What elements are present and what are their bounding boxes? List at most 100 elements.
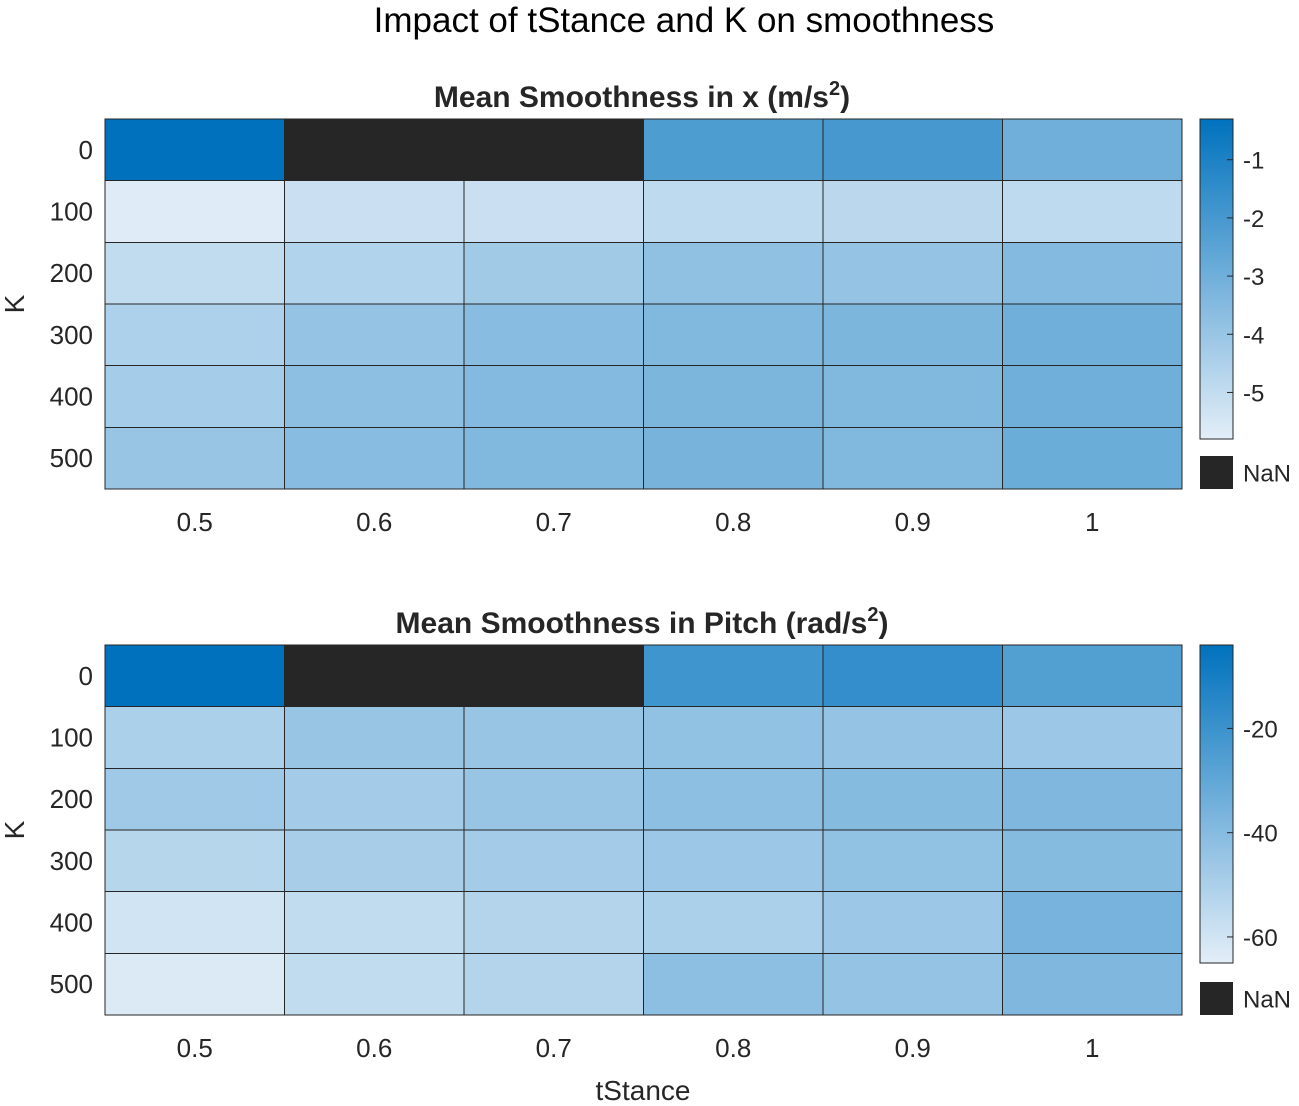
heatmap-cell [284, 365, 465, 428]
heatmap-cell [463, 426, 644, 490]
heatmap-cell [822, 644, 1003, 708]
heatmap-cell [822, 241, 1003, 305]
y-tick-label: 500 [50, 969, 93, 999]
x-axis-label-pitch: tStance [596, 1075, 691, 1106]
heatmap-cell [1002, 118, 1183, 182]
heatmap-cell [643, 767, 824, 831]
y-axis-label-x: K [0, 294, 30, 313]
x-tick-labels-pitch: 0.5 0.6 0.7 0.8 0.9 1 [177, 1033, 1100, 1063]
heatmap-cell [822, 426, 1003, 490]
heatmap-cell [822, 365, 1003, 428]
heatmap-cell [284, 644, 465, 708]
figure-title: Impact of tStance and K on smoothness [374, 1, 995, 40]
heatmap-cell [643, 241, 824, 305]
colorbar-tick-label: -60 [1243, 925, 1278, 952]
heatmap-cell [104, 365, 285, 428]
heatmap-cell [643, 365, 824, 428]
heatmap-cell [643, 426, 824, 490]
heatmap-cell [1002, 891, 1183, 954]
heatmap-cell [643, 644, 824, 708]
nan-label: NaN [1243, 987, 1291, 1014]
heatmap-cell [104, 303, 285, 367]
heatmap-cell [104, 767, 285, 831]
heatmap-cell [643, 303, 824, 367]
heatmap-cell [284, 891, 465, 954]
panel-title-pitch-superscript: 2 [867, 604, 878, 626]
heatmap-cell [643, 952, 824, 1016]
heatmap-cell [463, 706, 644, 769]
heatmap-cell [1002, 829, 1183, 893]
heatmap-cell [104, 426, 285, 490]
heatmap-cell [284, 767, 465, 831]
colorbar-gradient [1199, 118, 1234, 440]
colorbar-tick-label: -20 [1243, 716, 1278, 743]
heatmap-cell [1002, 767, 1183, 831]
panel-title-x-main: Mean Smoothness in x (m/s [434, 81, 829, 114]
heatmap-cell [104, 180, 285, 243]
y-tick-label: 400 [50, 382, 93, 412]
y-tick-label: 300 [50, 320, 93, 350]
heatmap-cell [463, 241, 644, 305]
y-tick-label: 0 [79, 661, 93, 691]
heatmap-cell [284, 241, 465, 305]
heatmap-cell [1002, 180, 1183, 243]
y-tick-label: 0 [79, 135, 93, 165]
heatmap-cell [463, 891, 644, 954]
heatmap-cell [284, 829, 465, 893]
colorbar-pitch: -20 -40 -60 NaN [1199, 644, 1291, 1015]
y-tick-label: 400 [50, 908, 93, 938]
nan-label: NaN [1243, 461, 1291, 488]
panel-title-pitch-main: Mean Smoothness in Pitch (rad/s [396, 607, 868, 640]
heatmap-cell [643, 180, 824, 243]
colorbar-tick-label: -2 [1243, 206, 1264, 233]
heatmap-cell [643, 829, 824, 893]
y-tick-label: 100 [50, 197, 93, 227]
panel-title-x-suffix: ) [840, 81, 850, 114]
x-tick-label: 0.8 [715, 507, 751, 537]
heatmap-cell [463, 952, 644, 1016]
heatmap-cell [1002, 952, 1183, 1016]
heatmap-cell [643, 891, 824, 954]
heatmap-cell [643, 118, 824, 182]
y-tick-label: 200 [50, 784, 93, 814]
heatmap-cell [104, 706, 285, 769]
heatmap-cell [643, 706, 824, 769]
panel-title-pitch-suffix: ) [878, 607, 888, 640]
panel-title-x-superscript: 2 [829, 78, 840, 100]
heatmap-cell [1002, 706, 1183, 769]
y-tick-label: 200 [50, 258, 93, 288]
nan-swatch [1200, 456, 1233, 489]
x-tick-label: 0.9 [895, 1033, 931, 1063]
heatmap-cell [284, 426, 465, 490]
heatmap-cell [463, 365, 644, 428]
heatmap-cell [104, 644, 285, 708]
colorbar-gradient [1199, 644, 1234, 964]
heatmap-cell [104, 891, 285, 954]
heatmap-cell [284, 952, 465, 1016]
heatmap-cell [822, 180, 1003, 243]
y-tick-label: 500 [50, 443, 93, 473]
plot-frame [104, 118, 1183, 490]
heatmap-cell [284, 303, 465, 367]
x-tick-label: 0.6 [356, 1033, 392, 1063]
x-tick-labels-x: 0.5 0.6 0.7 0.8 0.9 1 [177, 507, 1100, 537]
y-tick-labels-pitch: 0 100 200 300 400 500 [50, 661, 93, 999]
heatmap-cell [463, 644, 644, 708]
heatmap-cell [463, 767, 644, 831]
heatmap-cells-x [104, 118, 1183, 490]
x-tick-label: 0.9 [895, 507, 931, 537]
y-axis-label-pitch: K [0, 820, 30, 839]
x-tick-label: 0.8 [715, 1033, 751, 1063]
heatmap-cell [104, 241, 285, 305]
panel-title-x: Mean Smoothness in x (m/s2) [434, 78, 850, 114]
x-tick-label: 1 [1085, 507, 1099, 537]
heatmap-cell [463, 180, 644, 243]
heatmap-panel-pitch: Mean Smoothness in Pitch (rad/s2) 0.5 0.6… [0, 604, 1291, 1106]
heatmap-cell [284, 180, 465, 243]
heatmap-cell [822, 706, 1003, 769]
heatmap-cell [463, 118, 644, 182]
heatmap-cell [1002, 241, 1183, 305]
x-tick-label: 0.7 [536, 1033, 572, 1063]
x-tick-label: 1 [1085, 1033, 1099, 1063]
